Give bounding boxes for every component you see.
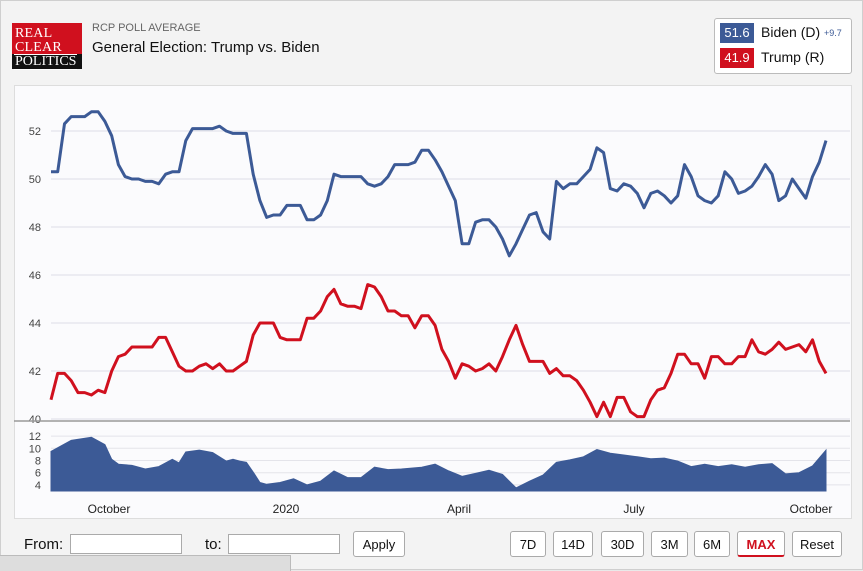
legend-biden-spread: +9.7	[824, 28, 842, 38]
y-tick-label: 46	[29, 270, 41, 282]
range-button-30d[interactable]: 30D	[601, 531, 644, 557]
navigator-y-tick-label: 4	[35, 480, 41, 492]
logo-line-3: POLITICS	[14, 54, 78, 70]
navigator-y-tick-label: 12	[29, 431, 41, 443]
y-tick-label: 44	[29, 318, 41, 330]
logo-line-1: REAL	[15, 26, 53, 41]
logo-red-block	[12, 23, 82, 54]
reset-button[interactable]: Reset	[792, 531, 842, 557]
from-date-input[interactable]	[70, 534, 182, 554]
x-tick-label: April	[447, 502, 471, 516]
to-date-input[interactable]	[228, 534, 340, 554]
y-tick-label: 50	[29, 174, 41, 186]
legend-biden-name: Biden (D)	[761, 24, 821, 40]
x-tick-label: October	[88, 502, 131, 516]
y-tick-label: 48	[29, 222, 41, 234]
series-line-trump	[49, 283, 828, 419]
range-button-14d[interactable]: 14D	[553, 531, 593, 557]
legend-item-biden[interactable]: 51.6 Biden (D) +9.7	[720, 23, 848, 43]
x-tick-label: 2020	[273, 502, 300, 516]
y-tick-label: 42	[29, 366, 41, 378]
navigator-y-tick-label: 6	[35, 468, 41, 480]
navigator-y-tick-label: 10	[29, 443, 41, 455]
navigator-y-tick-label: 8	[35, 456, 41, 468]
from-label: From:	[24, 536, 64, 553]
x-tick-label: October	[790, 502, 833, 516]
legend-biden-value: 51.6	[720, 23, 754, 43]
legend-item-trump[interactable]: 41.9 Trump (R)	[720, 48, 848, 68]
series-line-biden	[51, 110, 828, 258]
range-button-7d[interactable]: 7D	[510, 531, 546, 557]
range-button-max[interactable]: MAX	[737, 531, 785, 557]
navigator-area	[50, 436, 827, 492]
y-tick-label: 52	[29, 126, 41, 138]
chart-title: General Election: Trump vs. Biden	[92, 39, 320, 56]
legend-trump-value: 41.9	[720, 48, 754, 68]
header: REAL CLEAR POLITICS RCP POLL AVERAGE Gen…	[1, 1, 862, 85]
chart-subtitle: RCP POLL AVERAGE	[92, 22, 201, 34]
logo-line-2: CLEAR	[15, 40, 62, 55]
bottom-scrollbar[interactable]	[0, 555, 291, 571]
legend: 51.6 Biden (D) +9.7 41.9 Trump (R)	[714, 18, 852, 74]
range-controls: From: to: Apply 7D 14D 30D 3M 6M MAX Res…	[1, 523, 862, 569]
apply-button[interactable]: Apply	[353, 531, 405, 557]
legend-trump-name: Trump (R)	[761, 49, 825, 65]
range-button-3m[interactable]: 3M	[651, 531, 688, 557]
to-label: to:	[205, 536, 222, 553]
range-button-6m[interactable]: 6M	[694, 531, 730, 557]
x-tick-label: July	[623, 502, 644, 516]
rcp-logo[interactable]: REAL CLEAR POLITICS	[12, 23, 82, 70]
y-tick-label: 40	[29, 414, 41, 426]
